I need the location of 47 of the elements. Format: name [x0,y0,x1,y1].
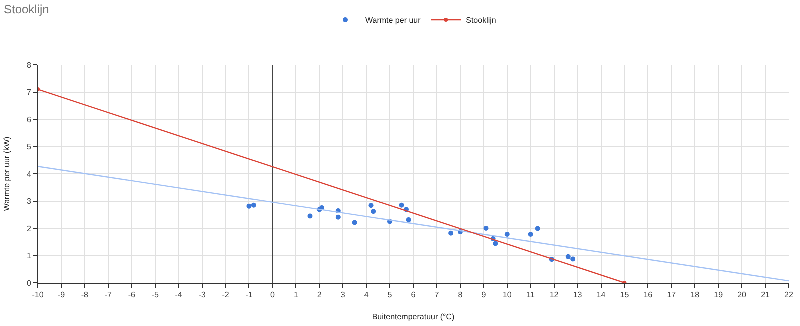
x-tick-label: 1 [294,290,299,300]
x-tick-label: 17 [667,290,677,300]
x-tick-label: 0 [270,290,276,300]
x-tick-label: 19 [714,290,724,300]
y-tick-label: 2 [26,224,32,234]
legend-label: Warmte per uur [366,16,422,26]
y-tick-label: 0 [26,278,32,288]
legend-label: Stooklijn [466,16,496,26]
x-tick-label: 11 [526,290,536,300]
y-axis-title: Warmte per uur (kW) [2,136,12,212]
x-tick-label: 16 [644,290,654,300]
x-tick-label: -1 [246,290,254,300]
x-tick-label: -6 [128,290,136,300]
x-axis-title: Buitentemperatuur (°C) [372,312,456,322]
x-tick-label: -8 [81,290,90,300]
x-tick-label: -4 [175,290,183,300]
x-tick-label: -10 [32,290,44,300]
x-tick-label: 5 [388,290,393,300]
x-tick-label: -7 [104,290,113,300]
x-tick-label: -5 [152,290,160,300]
x-tick-label: 18 [690,290,700,300]
y-tick-label: 8 [26,60,32,70]
x-tick-label: 9 [482,290,487,300]
x-tick-label: 2 [317,290,322,300]
y-tick-label: 4 [26,170,32,179]
x-tick-label: 8 [458,290,464,300]
x-tick-label: 12 [550,290,560,300]
y-tick-label: 1 [26,252,32,261]
y-tick-label: 3 [26,197,32,206]
x-tick-label: 14 [596,290,606,300]
y-tick-label: 6 [26,115,32,124]
y-tick-label: 7 [26,88,32,98]
chart-title: Stooklijn [4,2,50,16]
x-tick-label: 15 [620,290,630,300]
x-tick-label: 10 [502,290,512,300]
y-tick-label: 5 [26,142,32,152]
x-tick-label: -2 [222,290,230,300]
x-tick-label: 4 [364,290,370,300]
x-tick-label: 3 [340,290,346,300]
x-tick-label: -3 [198,290,206,300]
x-tick-label: 22 [784,290,794,300]
x-tick-label: 6 [411,290,416,300]
x-tick-label: -9 [58,290,66,300]
x-tick-label: 21 [761,290,771,300]
x-tick-label: 13 [573,290,583,300]
x-tick-label: 20 [738,290,748,300]
x-tick-label: 7 [434,290,440,300]
